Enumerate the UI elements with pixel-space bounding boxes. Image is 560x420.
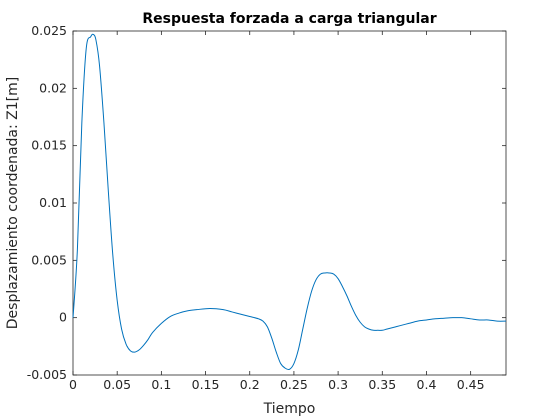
y-tick-label: -0.005 [27, 367, 67, 382]
x-tick-label: 0.25 [280, 377, 308, 392]
y-tick-label: 0 [59, 310, 67, 325]
x-tick-label: 0.15 [192, 377, 220, 392]
y-tick-label: 0.005 [31, 252, 67, 267]
y-tick-label: 0.015 [31, 138, 67, 153]
x-tick-label: 0.1 [151, 377, 171, 392]
x-axis-label: Tiempo [263, 401, 316, 417]
chart-title: Respuesta forzada a carga triangular [142, 11, 436, 27]
y-tick-labels: -0.005 0 0.005 0.01 0.015 0.02 0.025 [27, 23, 67, 382]
x-tick-label: 0.05 [103, 377, 131, 392]
y-axis-label: Desplazamiento coordenada: Z1[m] [5, 77, 21, 329]
series-line [72, 33, 507, 371]
plot-area [72, 30, 507, 376]
x-tick-label: 0.2 [240, 377, 260, 392]
x-tick-label: 0.3 [328, 377, 348, 392]
y-tick-label: 0.02 [39, 80, 67, 95]
x-tick-label: 0.45 [457, 377, 485, 392]
x-tick-label: 0.4 [417, 377, 437, 392]
x-tick-label: 0.35 [368, 377, 396, 392]
y-tick-label: 0.01 [39, 195, 67, 210]
x-tick-labels: 0 0.05 0.1 0.15 0.2 0.25 0.3 0.35 0.4 0.45 [69, 377, 485, 392]
axis-ticks [72, 30, 506, 376]
x-tick-label: 0 [69, 377, 77, 392]
y-tick-label: 0.025 [31, 23, 67, 38]
